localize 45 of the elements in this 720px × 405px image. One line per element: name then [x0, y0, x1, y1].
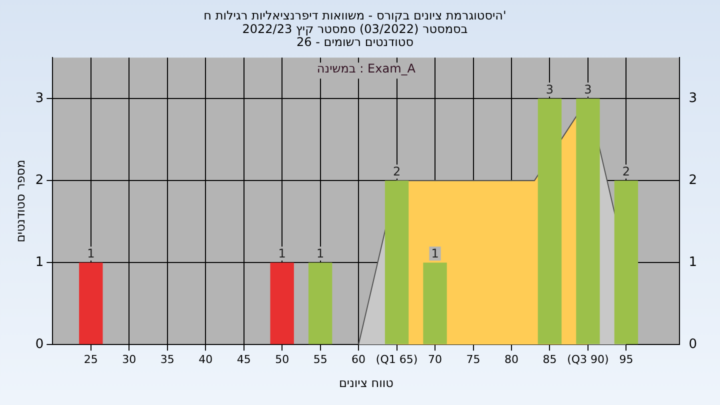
bar	[79, 262, 103, 344]
bar	[384, 180, 409, 344]
x-tick-label: 85	[542, 352, 557, 366]
x-tick-label: 70	[428, 352, 442, 366]
bar	[308, 262, 332, 344]
x-tick-label: 75	[466, 352, 480, 366]
annotation: במשינה : Exam_A	[316, 62, 416, 76]
data-label: 1	[278, 246, 286, 261]
y2-tick-label: 0	[688, 336, 698, 352]
text: סטודנטים רשומים - 26	[296, 35, 414, 50]
text: בסמסטר (03/2022) סמסטר קיץ 2022/23	[242, 22, 468, 36]
bar	[538, 98, 562, 344]
text: היסטוגרמת ציונים בקורס - משוואות דיפרנציאליות רגילות ח'	[204, 8, 506, 23]
x-tick-label: 80	[504, 352, 518, 366]
bar	[423, 262, 447, 344]
x-tick-label: 40	[198, 352, 213, 366]
data-label: 1	[87, 246, 95, 261]
y-axis-title: מספר סטודנטים	[13, 160, 28, 242]
y2-tick-label: 2	[688, 172, 698, 188]
bar	[614, 180, 638, 344]
x-tick-label: (Q1 65)	[376, 352, 418, 366]
x-tick-label: 95	[619, 352, 634, 366]
x-tick-label: 30	[122, 352, 136, 366]
x-tick-label: (Q3 90)	[567, 352, 609, 366]
data-label: 2	[622, 164, 630, 179]
x-tick-label: 35	[160, 352, 174, 366]
bar	[576, 98, 600, 344]
x-tick-label: 25	[84, 352, 98, 366]
bar	[270, 262, 294, 344]
data-label: 1	[316, 246, 324, 261]
x-tick-label: 60	[352, 352, 366, 366]
y2-tick-label: 3	[688, 90, 698, 106]
y2-tick-label: 1	[688, 254, 698, 270]
x-tick-label: 50	[275, 352, 290, 366]
y-tick-label: 0	[35, 336, 44, 352]
y-tick-label: 1	[35, 254, 44, 270]
y-tick-label: 2	[35, 172, 44, 188]
data-label: 2	[392, 164, 401, 179]
data-label: 3	[584, 82, 592, 97]
x-tick-label: 55	[313, 352, 328, 366]
x-tick-label: 45	[236, 352, 251, 366]
x-axis-title: טווח ציונים	[338, 376, 394, 390]
data-label: 1	[431, 246, 439, 261]
data-label: 3	[546, 82, 554, 97]
y-tick-label: 3	[35, 90, 44, 106]
